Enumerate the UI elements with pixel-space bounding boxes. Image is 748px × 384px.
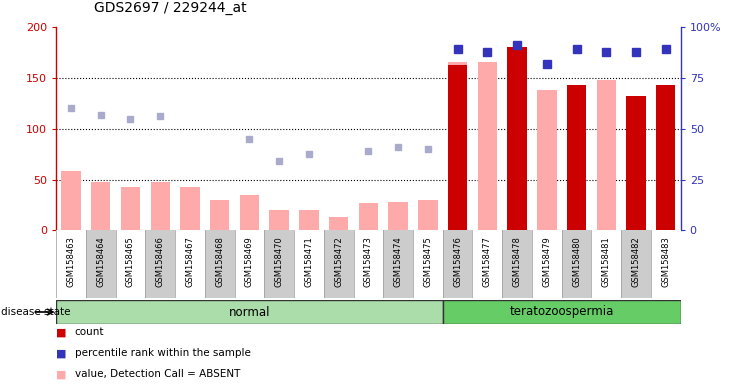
Text: value, Detection Call = ABSENT: value, Detection Call = ABSENT — [75, 369, 240, 379]
Bar — [626, 96, 646, 230]
Text: GSM158465: GSM158465 — [126, 236, 135, 286]
Bar — [443, 300, 681, 324]
Text: ■: ■ — [56, 369, 67, 379]
Bar — [205, 230, 235, 298]
Text: GSM158474: GSM158474 — [393, 236, 402, 286]
Text: normal: normal — [229, 306, 270, 318]
Bar — [626, 96, 646, 230]
Bar — [383, 230, 413, 298]
Text: GSM158477: GSM158477 — [483, 236, 492, 286]
Text: GSM158467: GSM158467 — [186, 236, 194, 286]
Text: GDS2697 / 229244_at: GDS2697 / 229244_at — [94, 2, 246, 15]
Text: teratozoospermia: teratozoospermia — [509, 306, 614, 318]
Bar — [210, 200, 230, 230]
Bar — [567, 85, 586, 230]
Bar — [264, 230, 294, 298]
Text: GSM158480: GSM158480 — [572, 236, 581, 286]
Text: GSM158479: GSM158479 — [542, 236, 551, 286]
Text: GSM158478: GSM158478 — [512, 236, 521, 286]
Bar — [562, 230, 592, 298]
Text: GSM158481: GSM158481 — [602, 236, 611, 286]
Text: GSM158471: GSM158471 — [304, 236, 313, 286]
Bar — [448, 65, 468, 230]
Bar — [56, 300, 443, 324]
Bar — [532, 230, 562, 298]
Text: GSM158475: GSM158475 — [423, 236, 432, 286]
Bar — [56, 230, 86, 298]
Bar — [656, 85, 675, 230]
Bar — [388, 202, 408, 230]
Bar — [502, 230, 532, 298]
Bar — [91, 182, 111, 230]
Text: GSM158466: GSM158466 — [156, 236, 165, 286]
Bar — [621, 230, 651, 298]
Text: GSM158472: GSM158472 — [334, 236, 343, 286]
Bar — [651, 230, 681, 298]
Text: disease state: disease state — [1, 307, 70, 317]
Text: GSM158476: GSM158476 — [453, 236, 462, 286]
Bar — [116, 230, 145, 298]
Text: ■: ■ — [56, 327, 67, 337]
Text: GSM158482: GSM158482 — [631, 236, 640, 286]
Bar — [329, 217, 349, 230]
Bar — [567, 85, 586, 230]
Bar — [418, 200, 438, 230]
Bar — [443, 230, 473, 298]
Bar — [86, 230, 116, 298]
Bar — [478, 63, 497, 230]
Bar — [180, 187, 200, 230]
Bar — [120, 187, 140, 230]
Text: GSM158464: GSM158464 — [96, 236, 105, 286]
Text: count: count — [75, 327, 104, 337]
Text: GSM158463: GSM158463 — [67, 236, 76, 286]
Bar — [507, 47, 527, 230]
Bar — [448, 63, 468, 230]
Bar — [359, 203, 378, 230]
Bar — [269, 210, 289, 230]
Bar — [235, 230, 264, 298]
Text: GSM158468: GSM158468 — [215, 236, 224, 286]
Text: percentile rank within the sample: percentile rank within the sample — [75, 348, 251, 358]
Bar — [413, 230, 443, 298]
Bar — [240, 195, 259, 230]
Text: ■: ■ — [56, 348, 67, 358]
Bar — [145, 230, 175, 298]
Bar — [324, 230, 354, 298]
Text: GSM158483: GSM158483 — [661, 236, 670, 286]
Bar — [473, 230, 502, 298]
Bar — [597, 80, 616, 230]
Bar — [592, 230, 621, 298]
Text: GSM158473: GSM158473 — [364, 236, 373, 286]
Bar — [294, 230, 324, 298]
Bar — [150, 182, 170, 230]
Text: GSM158470: GSM158470 — [275, 236, 283, 286]
Bar — [175, 230, 205, 298]
Text: GSM158469: GSM158469 — [245, 236, 254, 286]
Bar — [299, 210, 319, 230]
Bar — [61, 171, 81, 230]
Bar — [537, 90, 557, 230]
Bar — [354, 230, 383, 298]
